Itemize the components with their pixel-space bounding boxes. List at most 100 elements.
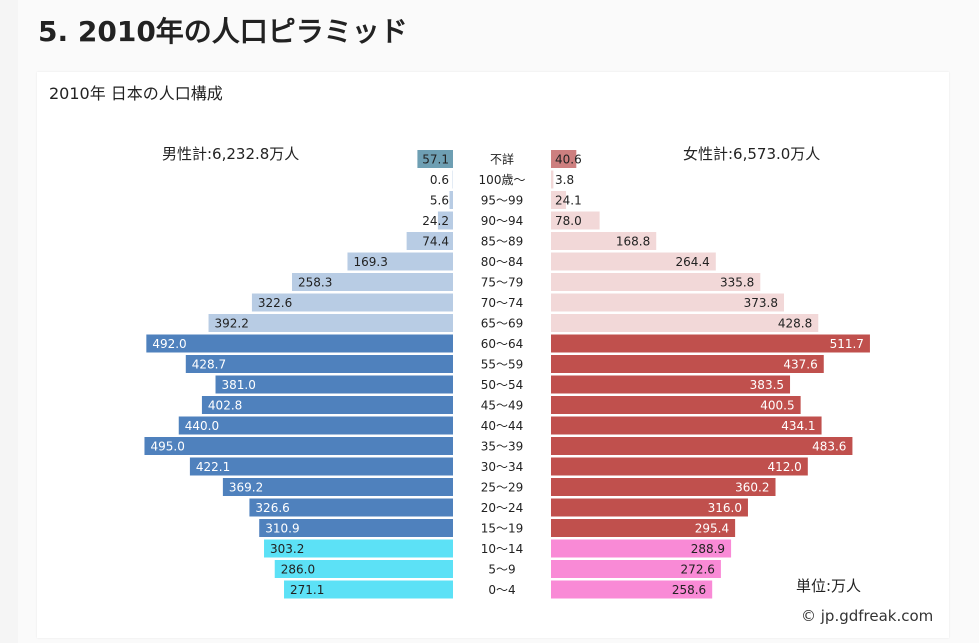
female-value-label: 24.1 <box>555 194 582 208</box>
female-value-label: 412.0 <box>767 460 801 474</box>
age-category-label: 100歳〜 <box>479 173 526 187</box>
age-category-label: 20〜24 <box>481 501 524 515</box>
female-bar <box>551 355 824 373</box>
female-value-label: 511.7 <box>830 337 864 351</box>
male-value-label: 495.0 <box>150 440 184 454</box>
female-value-label: 383.5 <box>750 378 784 392</box>
female-total-label: 女性計:6,573.0万人 <box>683 145 821 163</box>
population-pyramid-chart: 不詳 57.1 40.6 100歳〜 0.6 3.8 95〜99 5.6 24.1 90〜94 24… <box>144 150 870 599</box>
male-bar <box>347 252 453 271</box>
female-value-label: 272.6 <box>681 563 715 577</box>
female-value-label: 264.4 <box>675 255 709 269</box>
male-bar <box>215 375 453 394</box>
female-bar <box>551 498 748 517</box>
copyright-text: © jp.gdfreak.com <box>801 607 934 625</box>
male-value-label: 322.6 <box>258 296 292 310</box>
female-value-label: 434.1 <box>781 419 815 433</box>
male-value-label: 169.3 <box>353 255 387 269</box>
female-bar <box>551 232 657 250</box>
female-value-label: 437.6 <box>783 358 817 372</box>
female-bar <box>551 375 791 394</box>
age-category-label: 90〜94 <box>481 214 524 228</box>
male-bar <box>251 293 453 312</box>
age-category-label: 70〜74 <box>481 296 524 310</box>
male-bar <box>249 498 453 517</box>
male-bar <box>264 539 453 558</box>
page-heading: 5. 2010年の人口ピラミッド <box>38 15 408 48</box>
male-bar <box>185 355 454 373</box>
female-value-label: 373.8 <box>744 296 778 310</box>
age-category-label: 65〜69 <box>481 317 524 331</box>
age-category-label: 50〜54 <box>481 378 524 392</box>
unit-label: 単位:万人 <box>796 577 862 595</box>
female-bar <box>551 539 732 558</box>
female-value-label: 483.6 <box>812 440 846 454</box>
female-bar <box>551 273 761 291</box>
male-value-label: 303.2 <box>270 542 304 556</box>
male-value-label: 369.2 <box>229 481 263 495</box>
male-value-label: 326.6 <box>255 501 289 515</box>
female-bar <box>551 437 853 455</box>
female-value-label: 78.0 <box>555 214 582 228</box>
female-value-label: 168.8 <box>616 235 650 249</box>
female-bar <box>551 580 713 599</box>
male-bar <box>449 191 453 209</box>
male-total-label: 男性計:6,232.8万人 <box>162 145 300 163</box>
chart-title: 2010年 日本の人口構成 <box>49 84 223 103</box>
male-value-label: 392.2 <box>215 317 249 331</box>
age-category-label: 不詳 <box>490 152 514 167</box>
female-value-label: 295.4 <box>695 522 729 536</box>
age-category-label: 95〜99 <box>481 194 524 208</box>
male-value-label: 286.0 <box>281 563 315 577</box>
male-value-label: 57.1 <box>422 153 449 167</box>
female-bar <box>551 252 716 271</box>
male-bar <box>417 150 453 168</box>
female-bar <box>551 478 776 496</box>
female-bar <box>551 314 819 332</box>
age-category-label: 75〜79 <box>481 276 524 290</box>
male-value-label: 428.7 <box>192 358 226 372</box>
female-bar <box>551 416 822 435</box>
female-bar <box>551 170 554 189</box>
male-value-label: 5.6 <box>430 194 449 208</box>
female-value-label: 316.0 <box>708 501 742 515</box>
age-category-label: 25〜29 <box>481 481 524 495</box>
male-value-label: 24.2 <box>422 214 449 228</box>
female-bar <box>551 334 870 353</box>
male-value-label: 310.9 <box>265 522 299 536</box>
female-value-label: 400.5 <box>760 399 794 413</box>
male-bar <box>292 273 453 291</box>
male-bar <box>222 478 453 496</box>
male-bar <box>178 416 453 435</box>
age-category-label: 10〜14 <box>481 542 524 556</box>
female-value-label: 360.2 <box>735 481 769 495</box>
age-category-label: 0〜4 <box>488 583 515 597</box>
male-bar <box>201 396 453 414</box>
male-value-label: 381.0 <box>222 378 256 392</box>
male-bar <box>437 211 453 230</box>
male-value-label: 271.1 <box>290 583 324 597</box>
male-value-label: 492.0 <box>152 337 186 351</box>
female-bar <box>551 560 721 578</box>
female-value-label: 258.6 <box>672 583 706 597</box>
age-category-label: 60〜64 <box>481 337 524 351</box>
age-category-label: 45〜49 <box>481 399 524 413</box>
male-value-label: 74.4 <box>422 235 449 249</box>
male-value-label: 440.0 <box>185 419 219 433</box>
age-category-label: 15〜19 <box>481 522 524 536</box>
female-bar <box>551 519 736 537</box>
age-category-label: 85〜89 <box>481 235 524 249</box>
male-bar <box>144 437 453 455</box>
female-bar <box>551 191 567 209</box>
female-value-label: 3.8 <box>555 173 574 187</box>
female-bar <box>551 457 808 476</box>
age-category-label: 30〜34 <box>481 460 524 474</box>
female-bar <box>551 211 600 230</box>
female-bar <box>551 150 577 168</box>
male-bar <box>284 580 453 599</box>
female-value-label: 288.9 <box>691 542 725 556</box>
male-bar <box>406 232 453 250</box>
male-bar <box>189 457 453 476</box>
male-value-label: 0.6 <box>430 173 449 187</box>
female-bar <box>551 396 801 414</box>
